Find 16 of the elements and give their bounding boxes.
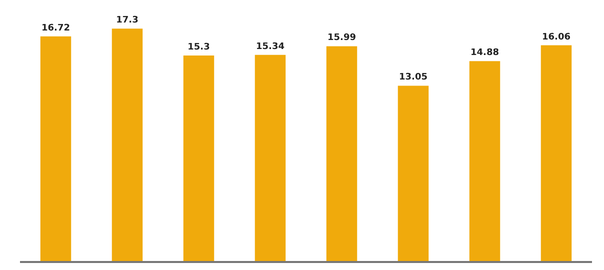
bar bbox=[40, 36, 72, 261]
bar bbox=[540, 45, 572, 261]
data-label: 16.72 bbox=[42, 23, 70, 34]
data-label: 15.3 bbox=[188, 42, 210, 52]
data-label: 14.88 bbox=[470, 48, 499, 58]
bar bbox=[469, 61, 500, 261]
bar bbox=[398, 86, 429, 261]
bar bbox=[254, 54, 286, 261]
data-label: 15.34 bbox=[256, 42, 284, 52]
data-label: 16.06 bbox=[542, 32, 570, 42]
data-label: 17.3 bbox=[116, 16, 138, 26]
data-label: 15.99 bbox=[328, 33, 356, 44]
bar bbox=[183, 55, 214, 261]
data-label: 13.05 bbox=[399, 72, 428, 83]
bar bbox=[326, 46, 358, 261]
bar bbox=[112, 28, 143, 261]
